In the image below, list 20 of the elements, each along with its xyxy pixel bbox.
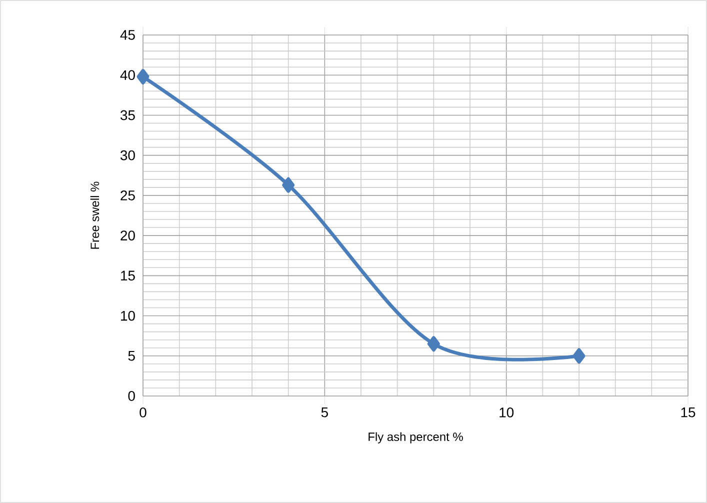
x-tick-label: 10 bbox=[500, 408, 514, 418]
x-axis-title: Fly ash percent % bbox=[368, 432, 463, 444]
y-tick-label: 20 bbox=[120, 230, 135, 240]
point bbox=[282, 177, 295, 193]
y-tick-label: 5 bbox=[128, 351, 135, 361]
y-tick-label: 35 bbox=[120, 110, 135, 120]
y-tick-label: 30 bbox=[120, 150, 135, 160]
point bbox=[572, 348, 586, 364]
y-tick-label: 0 bbox=[128, 391, 135, 401]
y-tick-label: 15 bbox=[121, 270, 135, 281]
y-tick-label: 45 bbox=[120, 30, 135, 40]
y-tick-label: 10 bbox=[121, 310, 135, 321]
x-tick-label: 0 bbox=[140, 408, 146, 418]
y-axis-title: Free swell % bbox=[90, 182, 100, 249]
point bbox=[427, 336, 440, 352]
y-tick-label: 25 bbox=[120, 190, 135, 200]
point bbox=[136, 68, 150, 84]
x-tick-label: 5 bbox=[321, 408, 328, 418]
x-tick-label: 15 bbox=[681, 408, 696, 418]
y-tick-label: 40 bbox=[120, 70, 135, 80]
